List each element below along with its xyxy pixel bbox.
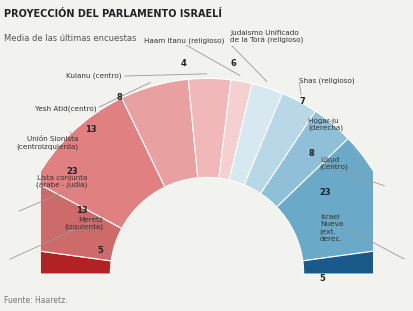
Text: 4: 4	[180, 59, 186, 68]
Text: 6: 6	[230, 59, 235, 68]
Wedge shape	[276, 139, 400, 261]
Text: 13: 13	[85, 125, 96, 134]
Text: Israel
Nueva
(ext.
derec.: Israel Nueva (ext. derec.	[319, 214, 342, 242]
Text: Likud
(centro): Likud (centro)	[319, 157, 348, 170]
Text: 13: 13	[76, 206, 87, 215]
Text: Lista conjunta
(árabe - judia): Lista conjunta (árabe - judia)	[36, 175, 87, 189]
Wedge shape	[302, 248, 402, 274]
Text: 23: 23	[66, 167, 78, 176]
Wedge shape	[229, 84, 282, 185]
Text: 8: 8	[116, 93, 121, 102]
Text: Haam Itanu (religioso): Haam Itanu (religioso)	[143, 37, 223, 44]
Text: PROYECCIÓN DEL PARLAMENTO ISRAELÍ: PROYECCIÓN DEL PARLAMENTO ISRAELÍ	[4, 9, 221, 19]
Text: 5: 5	[319, 274, 325, 283]
Wedge shape	[218, 80, 252, 180]
Text: Hogar ju
(derecha): Hogar ju (derecha)	[308, 118, 342, 131]
Text: 23: 23	[319, 188, 331, 197]
Text: 5: 5	[97, 246, 103, 255]
Wedge shape	[34, 98, 164, 228]
Wedge shape	[260, 111, 347, 207]
Text: Meretz
(izquierda): Meretz (izquierda)	[64, 216, 103, 230]
Text: Shas (religioso): Shas (religioso)	[298, 77, 354, 84]
Text: 7: 7	[298, 97, 304, 106]
Wedge shape	[121, 79, 197, 187]
Wedge shape	[244, 94, 315, 193]
Text: Fuente: Haaretz.: Fuente: Haaretz.	[4, 296, 68, 305]
Text: 8: 8	[308, 149, 313, 158]
Text: Yesh Atid(centro): Yesh Atid(centro)	[35, 105, 96, 112]
Text: Judaismo Unificado
de la Torá (religioso): Judaismo Unificado de la Torá (religioso…	[230, 30, 303, 44]
Text: Kulanu (centro): Kulanu (centro)	[66, 73, 121, 79]
Wedge shape	[13, 182, 121, 261]
Wedge shape	[188, 78, 230, 178]
Text: Unión Sionista
(centroizquierda): Unión Sionista (centroizquierda)	[16, 136, 78, 150]
Wedge shape	[11, 248, 111, 274]
Text: Media de las últimas encuestas: Media de las últimas encuestas	[4, 34, 136, 43]
